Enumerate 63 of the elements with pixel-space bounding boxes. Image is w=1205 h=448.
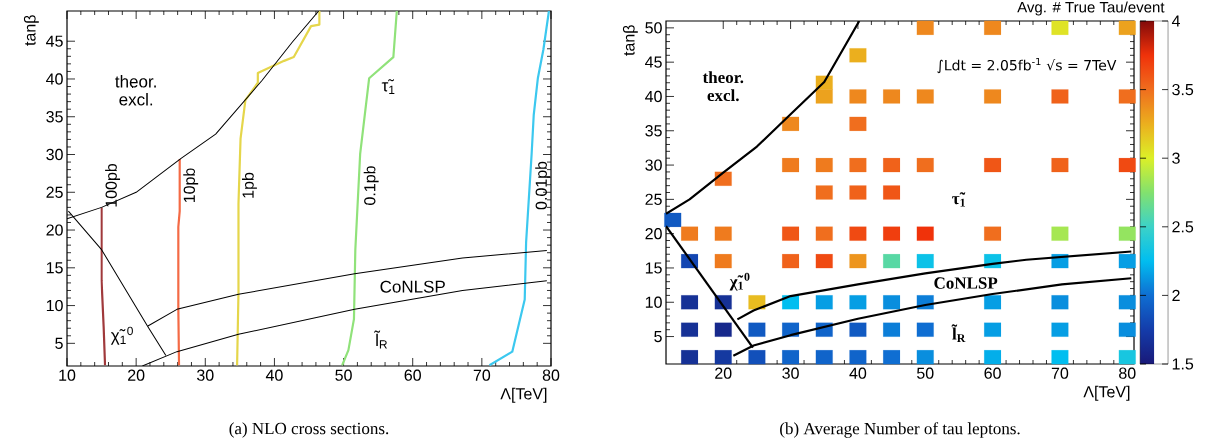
y-tick-label: 30 <box>645 159 662 171</box>
text: (b) Average Number of tau leptons. <box>780 422 1020 438</box>
annotation: χ̃$_{1}$0 <box>729 272 750 291</box>
y-axis-title: tanβ <box>622 25 638 56</box>
y-tick-label: 45 <box>645 56 662 68</box>
text: 0.01pb <box>535 161 551 210</box>
x-tick-label: 30 <box>782 367 799 379</box>
y-tick-label: 15 <box>46 262 63 274</box>
y-tick-label: 25 <box>645 193 662 206</box>
y-axis-title: tanβ <box>23 15 39 46</box>
annotation: ∫Ldt = 2.05fb$^{-1}$ √s = 7TeV <box>937 57 1117 74</box>
x-tick-label: 60 <box>404 369 421 381</box>
y-tick-label: 5 <box>654 330 662 343</box>
y-tick-label: 45 <box>46 35 63 47</box>
y-tick-label: 30 <box>46 148 63 161</box>
color-bar-label: 1.5 <box>1172 358 1194 370</box>
x-tick-label: 60 <box>984 367 1001 379</box>
x-tick-label: 70 <box>1051 367 1069 379</box>
annotation: theor. excl. <box>702 71 744 102</box>
color-bar-title: Avg. # True Tau/event <box>1017 1 1165 16</box>
y-tick-label: 25 <box>46 186 63 198</box>
color-bar-label: 4 <box>1171 15 1180 27</box>
x-tick-label: 20 <box>715 367 732 379</box>
annotation: CoNLSP <box>934 277 998 289</box>
color-bar-label: 3 <box>1172 152 1180 164</box>
y-tick-label: 35 <box>645 125 662 137</box>
x-tick-label: 70 <box>473 369 491 381</box>
x-axis-title: Λ[TeV] <box>1083 385 1130 401</box>
annotation: l̃$_{R}$ <box>951 324 966 343</box>
y-tick-label: 10 <box>645 296 662 308</box>
annotation: χ̃$_{1}$0 <box>110 326 133 345</box>
x-tick-label: 30 <box>197 369 214 381</box>
x-tick-label: 40 <box>265 369 283 381</box>
text: 10pb <box>183 168 199 203</box>
annotation: τ̃$_{1}$ <box>381 79 395 94</box>
y-tick-label: 20 <box>645 228 662 240</box>
annotation: l̃$_{R}$ <box>374 330 387 349</box>
text: (a) NLO cross sections. <box>229 422 389 438</box>
color-bar-label: 2.5 <box>1172 221 1194 233</box>
x-tick-label: 50 <box>917 367 934 379</box>
y-tick-label: 15 <box>645 262 662 274</box>
color-bar-label: 2 <box>1172 289 1180 301</box>
y-tick-label: 50 <box>645 22 662 34</box>
annotation: τ̃$_{1}$ <box>952 192 966 207</box>
y-tick-label: 40 <box>46 73 63 85</box>
text: 0.1pb <box>363 166 379 205</box>
x-tick-label: 20 <box>128 369 145 381</box>
annotation: CoNLSP <box>380 280 445 293</box>
y-tick-label: 10 <box>46 299 63 312</box>
color-bar-label: 3.5 <box>1172 83 1194 96</box>
x-tick-label: 50 <box>335 369 352 381</box>
y-tick-label: 40 <box>645 90 662 103</box>
annotation: theor. excl. <box>115 75 156 106</box>
x-tick-label: 10 <box>59 369 76 381</box>
x-axis-title: Λ[TeV] <box>500 387 547 403</box>
text: 100pb <box>105 163 121 207</box>
y-tick-label: 5 <box>55 337 63 349</box>
text: 1pb <box>242 172 257 198</box>
x-tick-label: 80 <box>1119 367 1136 379</box>
x-tick-label: 40 <box>849 367 867 379</box>
y-tick-label: 20 <box>46 224 63 236</box>
x-tick-label: 80 <box>542 369 560 381</box>
y-tick-label: 35 <box>46 111 63 123</box>
